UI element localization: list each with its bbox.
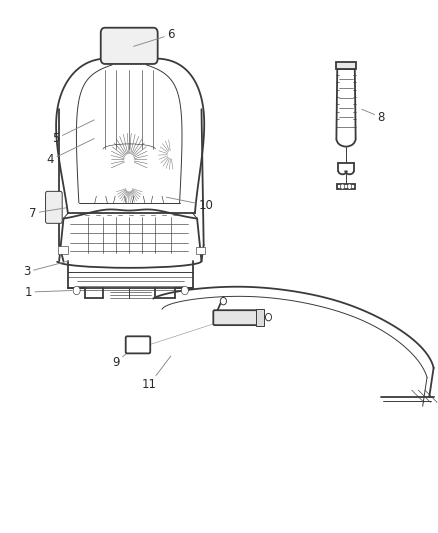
FancyBboxPatch shape [126,336,150,353]
Bar [58,246,68,254]
Text: 11: 11 [141,356,171,391]
Text: 7: 7 [29,207,66,220]
Bar [336,62,356,69]
Circle shape [265,313,272,321]
Text: 4: 4 [46,139,94,166]
Text: 8: 8 [362,109,385,124]
FancyBboxPatch shape [46,191,62,223]
Circle shape [340,184,345,189]
Text: 5: 5 [53,120,94,145]
Text: 3: 3 [24,261,68,278]
Bar [196,247,205,254]
Circle shape [220,297,226,305]
Text: 9: 9 [112,345,136,369]
FancyBboxPatch shape [213,310,262,325]
FancyBboxPatch shape [101,28,158,64]
Text: 6: 6 [134,28,175,46]
Text: 10: 10 [166,197,213,212]
Circle shape [181,286,188,295]
Circle shape [73,286,80,295]
Circle shape [347,184,352,189]
Bar [256,309,264,326]
Text: 1: 1 [25,286,72,298]
Bar [337,184,355,189]
